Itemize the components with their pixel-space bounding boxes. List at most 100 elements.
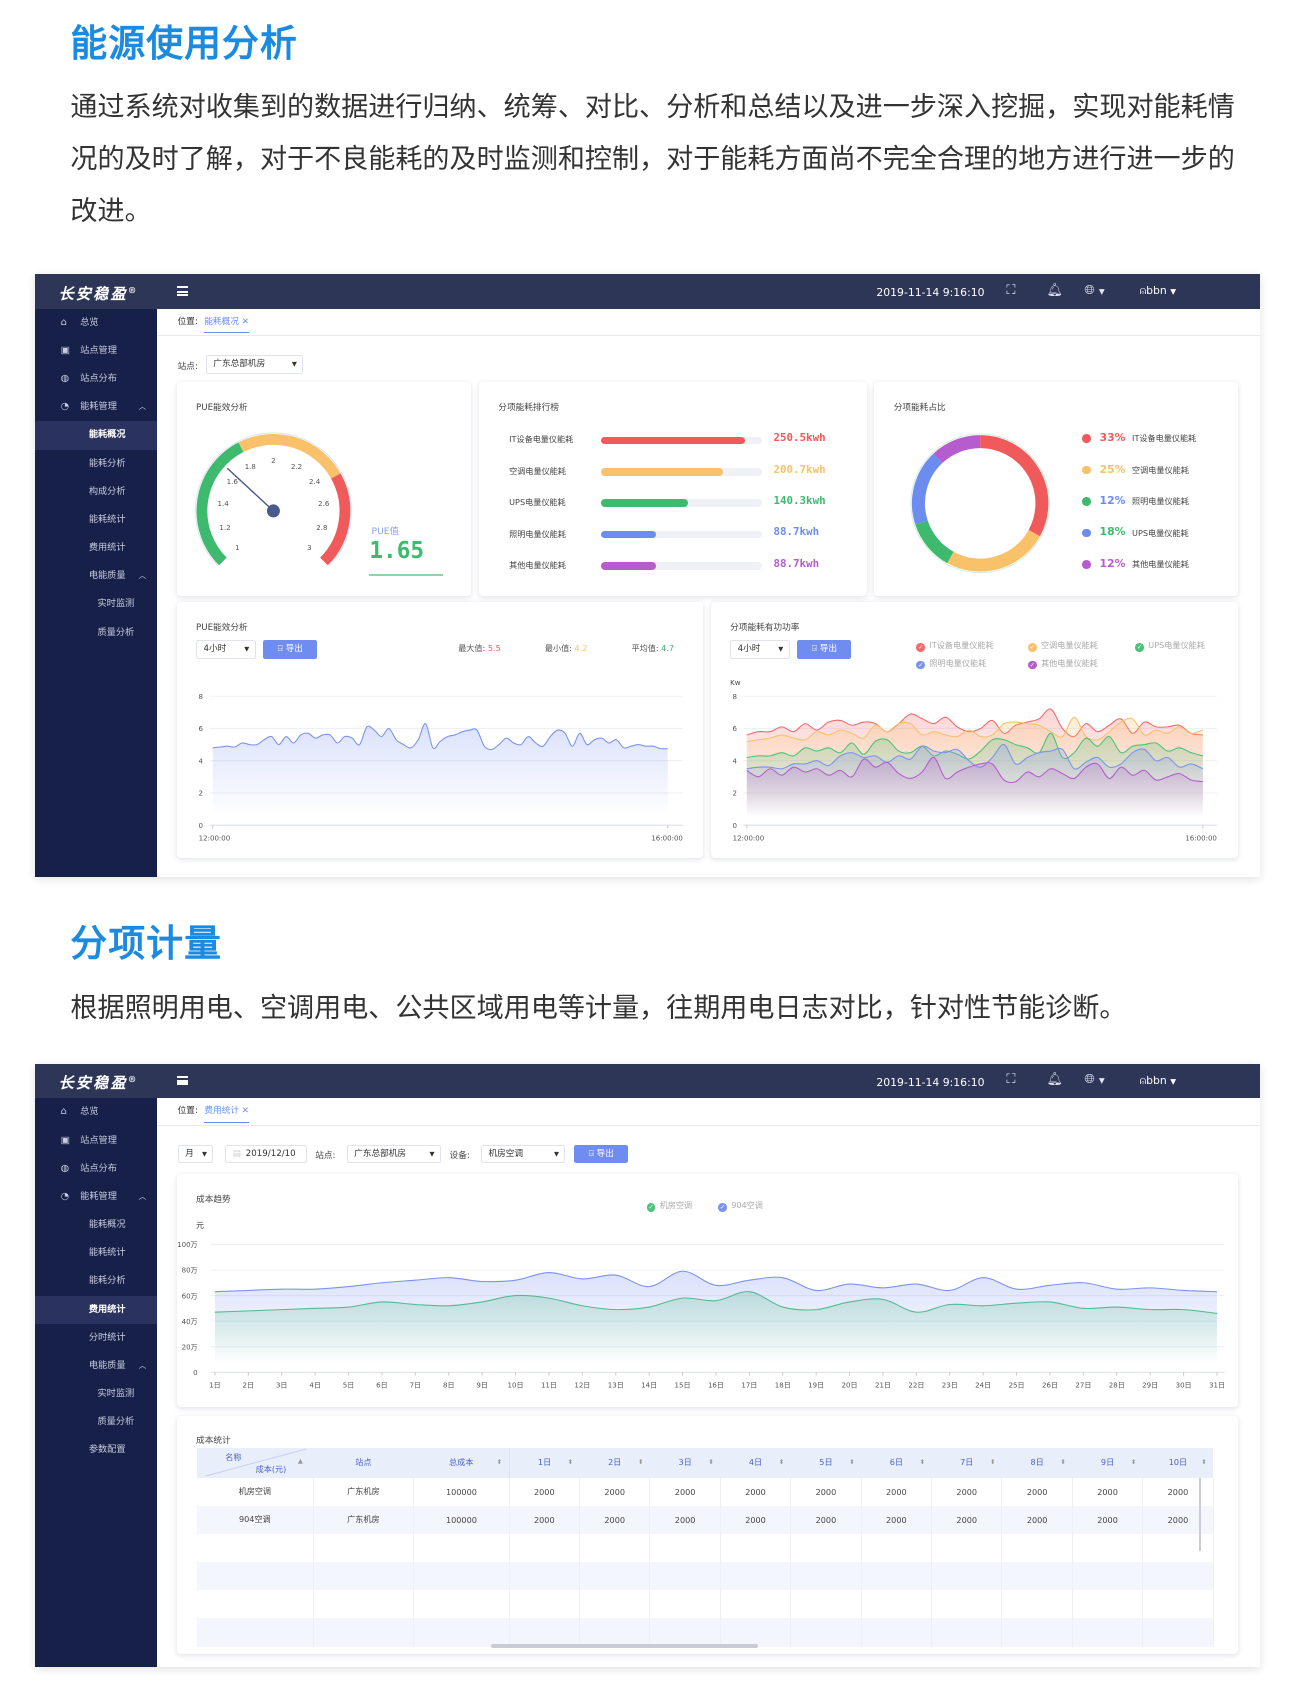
column-header[interactable]: 3日 ⬍ <box>649 1448 721 1478</box>
sidebar-item-1[interactable]: ⌂ 总览 <box>35 1098 157 1126</box>
sort-icon[interactable]: ⬍ <box>778 1458 785 1467</box>
sidebar-item-11[interactable]: 实时监测 <box>35 590 157 618</box>
date-picker[interactable]: ▤ 2019/12/10 <box>225 1145 307 1164</box>
station-select[interactable]: 广东总部机房 ▼ <box>205 355 304 374</box>
legend-item[interactable]: ✓ 其他电量仪能耗 <box>1028 658 1098 670</box>
table-row[interactable]: 904空调 广东机房 100000 2000 2000 2000 2000 2000 2000 2… <box>197 1505 1214 1534</box>
column-header-label: 站点 <box>355 1457 372 1468</box>
sidebar-item-3[interactable]: ◍ 站点分布 <box>35 365 157 393</box>
globe-icon[interactable]: 🌐︎ ▼ <box>1084 282 1105 298</box>
column-header[interactable]: 4日 ⬍ <box>720 1448 791 1478</box>
breadcrumb-tab[interactable]: 能耗概况 ✕ <box>204 316 250 334</box>
period-select[interactable]: 月 ▼ <box>177 1145 214 1164</box>
table-cell: 2000 <box>720 1505 792 1534</box>
legend-item[interactable]: ✓ IT设备电量仪能耗 <box>916 640 994 652</box>
sidebar-item-8[interactable]: 费用统计 <box>34 1295 158 1324</box>
x-tick-label: 14日 <box>641 1381 657 1390</box>
sidebar-item-7[interactable]: 构成分析 <box>35 478 157 506</box>
sidebar-item-2[interactable]: ▣ 站点管理 <box>35 1127 157 1155</box>
sidebar-item-2[interactable]: ▣ 站点管理 <box>35 337 157 365</box>
bell-icon[interactable]: 🔔︎ <box>1046 282 1063 298</box>
column-header[interactable]: 9日 ⬍ <box>1072 1448 1143 1478</box>
legend-label: UPS电量仪能耗 <box>1148 640 1205 651</box>
sort-icon[interactable]: ⬍ <box>990 1458 996 1467</box>
sidebar-item-9[interactable]: 费用统计 <box>35 534 157 562</box>
legend-item[interactable]: ✓ 机房空调 <box>646 1200 692 1213</box>
legend-item[interactable]: ✓ UPS电量仪能耗 <box>1135 640 1205 652</box>
menu-icon[interactable] <box>176 285 189 296</box>
column-header[interactable]: 6日 ⬍ <box>861 1448 932 1478</box>
sidebar-item-4[interactable]: ◔ 能耗管理 ︿ <box>35 1183 157 1211</box>
sidebar-item-8[interactable]: 能耗统计 <box>35 506 157 534</box>
corner-header[interactable]: 名称 成本(元) ▲ <box>197 1448 314 1478</box>
device-select[interactable]: 机房空调 ▼ <box>480 1145 566 1164</box>
column-header[interactable]: 7日 ⬍ <box>931 1448 1002 1478</box>
legend-item[interactable]: ✓ 照明电量仪能耗 <box>916 658 986 670</box>
breadcrumb: 位置: 费用统计 ✕ <box>157 1098 1260 1126</box>
breadcrumb-tab[interactable]: 费用统计 ✕ <box>204 1106 250 1123</box>
table-cell: 100000 <box>413 1477 510 1506</box>
column-header[interactable]: 站点 <box>313 1448 414 1478</box>
sidebar-item-4[interactable]: ◔ 能耗管理 ︿ <box>35 393 157 421</box>
sidebar-item-10[interactable]: 电能质量 ︿ <box>35 1352 157 1380</box>
sidebar-item-5[interactable]: 能耗概况 <box>35 1211 157 1239</box>
export-button[interactable]: ⍈ 导出 <box>574 1145 629 1164</box>
sidebar-item-5[interactable]: 能耗概况 <box>34 421 158 450</box>
sort-icon[interactable]: ⬍ <box>1060 1458 1066 1467</box>
column-header[interactable]: 10日 ⬍ <box>1142 1448 1214 1478</box>
sidebar-item-11[interactable]: 实时监测 <box>35 1380 157 1408</box>
sort-icon[interactable]: ⬍ <box>1130 1458 1137 1467</box>
sidebar-item-3[interactable]: ◍ 站点分布 <box>35 1155 157 1183</box>
station-select[interactable]: 广东总部机房 ▼ <box>346 1145 441 1164</box>
y-tick-label: 100万 <box>177 1240 197 1249</box>
ranking-bar-fill <box>601 530 656 539</box>
vertical-scrollbar[interactable] <box>1199 1477 1202 1552</box>
sidebar-item-13[interactable]: 参数配置 <box>35 1436 157 1464</box>
sidebar-item-label: 实时监测 <box>97 598 135 610</box>
table-cell <box>413 1562 510 1591</box>
column-header[interactable]: 2日 ⬍ <box>579 1448 650 1478</box>
range-select[interactable]: 4小时 ▼ <box>196 640 256 659</box>
sidebar-item-9[interactable]: 分时统计 <box>35 1324 157 1352</box>
legend-item[interactable]: ✓ 空调电量仪能耗 <box>1028 640 1098 652</box>
range-select[interactable]: 4小时 ▼ <box>730 640 790 659</box>
sidebar-item-6[interactable]: 能耗统计 <box>35 1239 157 1267</box>
sort-icon[interactable]: ⬍ <box>849 1458 855 1467</box>
sidebar-item-6[interactable]: 能耗分析 <box>35 450 157 478</box>
column-header[interactable]: 8日 ⬍ <box>1001 1448 1073 1478</box>
y-tick-label: 0 <box>193 1368 197 1377</box>
y-tick-label: 0 <box>732 821 736 830</box>
sort-icon[interactable]: ⬍ <box>637 1458 644 1467</box>
bell-icon[interactable]: 🔔︎ <box>1046 1072 1063 1088</box>
horizontal-scrollbar[interactable] <box>490 1644 759 1648</box>
table-cell <box>1142 1590 1214 1619</box>
sort-icon[interactable]: ⬍ <box>919 1458 926 1467</box>
legend-item[interactable]: ✓ 904空调 <box>718 1200 763 1213</box>
y-tick-label: 8 <box>732 692 736 701</box>
sidebar-item-12[interactable]: 质量分析 <box>35 1408 157 1436</box>
column-header[interactable]: 5日 ⬍ <box>790 1448 862 1478</box>
globe-icon[interactable]: 🌐︎ ▼ <box>1084 1072 1105 1088</box>
table-cell <box>790 1562 862 1591</box>
export-button[interactable]: ⍈ 导出 <box>797 640 852 659</box>
sort-icon[interactable]: ⬍ <box>496 1458 503 1467</box>
column-header[interactable]: 1日 ⬍ <box>508 1448 580 1478</box>
logo: 长安稳盈® <box>58 284 139 303</box>
sidebar-item-10[interactable]: 电能质量 ︿ <box>35 562 157 590</box>
sidebar-item-7[interactable]: 能耗分析 <box>35 1267 157 1295</box>
sidebar-item-12[interactable]: 质量分析 <box>35 619 157 647</box>
export-button[interactable]: ⍈ 导出 <box>263 640 318 659</box>
sidebar-item-1[interactable]: ⌂ 总览 <box>35 309 157 337</box>
fullscreen-icon[interactable]: ⛶ <box>1006 282 1016 298</box>
table-cell <box>509 1618 580 1647</box>
sort-icon[interactable]: ⬍ <box>1201 1458 1207 1467</box>
user-menu[interactable]: ⍝bbn ▼ <box>1139 283 1177 297</box>
menu-icon[interactable] <box>176 1075 189 1086</box>
sort-icon[interactable]: ⬍ <box>567 1458 574 1467</box>
column-header[interactable]: 总成本 ⬍ <box>413 1448 510 1478</box>
user-menu[interactable]: ⍝bbn ▼ <box>1139 1073 1177 1087</box>
table-row[interactable]: 机房空调 广东机房 100000 2000 2000 2000 2000 2000 2000 20… <box>197 1477 1214 1506</box>
sort-icon[interactable]: ⬍ <box>708 1458 714 1467</box>
series-line-3 <box>746 733 1203 760</box>
fullscreen-icon[interactable]: ⛶ <box>1006 1072 1016 1088</box>
